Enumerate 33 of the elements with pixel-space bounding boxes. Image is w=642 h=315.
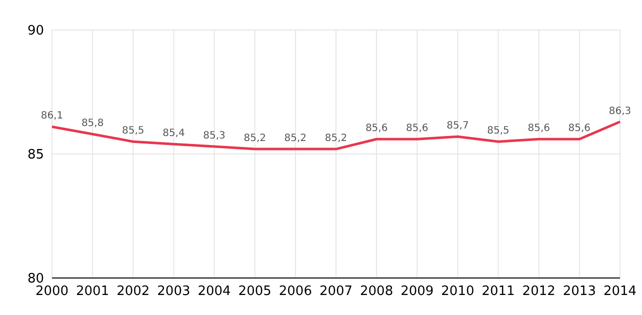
data-label: 85,2 xyxy=(324,133,348,144)
data-label: 85,6 xyxy=(528,123,550,134)
data-label: 85,6 xyxy=(365,123,388,134)
data-label: 85,7 xyxy=(446,120,469,132)
x-tick-label: 2012 xyxy=(522,284,556,300)
x-tick-label: 2014 xyxy=(603,284,637,300)
data-label: 85,4 xyxy=(162,128,185,140)
x-tick-label: 2002 xyxy=(116,284,150,300)
x-tick-label: 2001 xyxy=(76,284,110,300)
x-tick-label: 2008 xyxy=(360,284,394,300)
x-tick-label: 2010 xyxy=(441,284,474,300)
y-tick-label: 90 xyxy=(27,24,44,39)
data-label: 86,3 xyxy=(608,106,632,117)
data-label: 85,5 xyxy=(487,126,510,137)
x-tick-label: 2007 xyxy=(319,284,353,300)
data-label: 85,3 xyxy=(203,130,226,142)
x-tick-label: 2013 xyxy=(562,284,596,300)
data-label: 85,6 xyxy=(568,123,591,134)
x-tick-label: 2003 xyxy=(157,284,190,300)
data-label: 85,6 xyxy=(406,123,428,134)
x-tick-label: 2009 xyxy=(400,284,434,300)
data-label: 85,5 xyxy=(122,126,144,137)
data-label: 85,2 xyxy=(244,133,266,144)
x-tick-label: 2006 xyxy=(278,284,312,300)
data-label: 85,2 xyxy=(284,133,307,144)
x-tick-label: 2000 xyxy=(35,284,69,300)
data-label: 86,1 xyxy=(40,110,64,122)
y-tick-label: 85 xyxy=(27,148,44,163)
x-tick-label: 2011 xyxy=(482,284,515,300)
line-series xyxy=(50,120,622,150)
data-label: 85,8 xyxy=(81,118,104,130)
x-tick-label: 2004 xyxy=(198,284,231,300)
x-tick-label: 2005 xyxy=(238,284,272,300)
